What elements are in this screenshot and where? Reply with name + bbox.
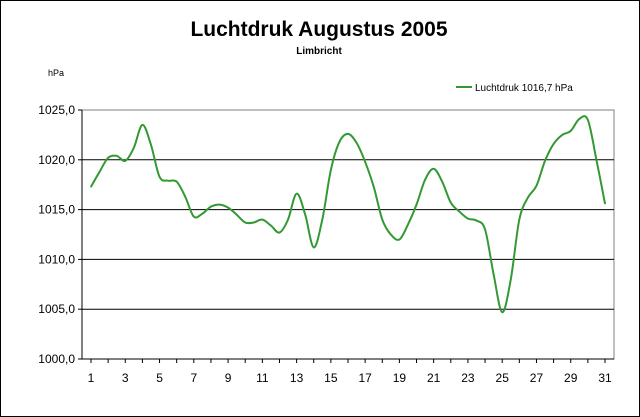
y-tick-label: 1025,0 — [38, 103, 75, 117]
data-point — [604, 202, 606, 205]
data-point — [390, 233, 392, 236]
data-point — [210, 205, 212, 208]
data-point — [287, 218, 289, 221]
data-point — [475, 219, 478, 222]
x-tick-label: 19 — [393, 371, 407, 385]
x-tick-label: 11 — [256, 371, 269, 385]
data-point — [193, 215, 195, 218]
data-point — [227, 206, 229, 209]
data-point — [98, 170, 101, 173]
data-point — [124, 159, 127, 162]
y-tick-label: 1020,0 — [38, 153, 75, 167]
data-point — [544, 159, 546, 162]
data-point — [338, 141, 341, 143]
data-point — [270, 224, 272, 227]
x-tick-label: 15 — [324, 371, 338, 385]
data-point — [347, 133, 349, 135]
x-tick-label: 17 — [358, 371, 372, 385]
data-point — [252, 221, 255, 224]
data-point — [304, 213, 306, 216]
data-point — [364, 160, 366, 163]
data-point — [552, 143, 555, 145]
series-layer — [90, 115, 606, 314]
data-point — [501, 311, 504, 313]
data-point — [133, 147, 135, 149]
data-point — [141, 124, 144, 126]
plot-area — [81, 109, 615, 360]
data-point — [415, 203, 418, 206]
data-point — [218, 203, 221, 206]
data-point — [561, 134, 563, 136]
x-tick-label: 23 — [461, 371, 475, 385]
chart-subtitle: Limbricht — [296, 46, 342, 57]
data-point — [424, 178, 426, 181]
data-point — [398, 238, 401, 241]
data-point — [175, 180, 178, 183]
data-point — [492, 273, 495, 276]
axes — [78, 109, 614, 363]
data-point — [441, 180, 444, 183]
x-tick-label: 27 — [530, 371, 544, 385]
data-point — [407, 223, 409, 226]
x-tick-label: 29 — [564, 371, 578, 385]
y-tick-label: 1005,0 — [38, 302, 75, 316]
data-point — [458, 210, 461, 213]
data-point — [467, 217, 469, 220]
data-point — [261, 218, 264, 221]
data-point — [372, 185, 375, 188]
data-point — [278, 231, 281, 234]
data-point — [381, 218, 384, 221]
y-tick-label: 1000,0 — [38, 352, 75, 366]
data-point — [595, 159, 598, 161]
data-point — [321, 218, 324, 221]
data-point — [295, 192, 298, 195]
legend-label: Luchtdruk 1016,7 hPa — [475, 83, 573, 94]
data-point — [450, 201, 452, 204]
x-tick-label: 9 — [225, 371, 232, 385]
data-point — [535, 184, 538, 187]
data-point — [201, 212, 204, 215]
x-tick-label: 5 — [156, 371, 163, 385]
x-tick-label: 25 — [496, 371, 510, 385]
data-point — [115, 155, 118, 157]
data-point — [167, 179, 169, 182]
data-point — [184, 195, 187, 198]
data-point — [107, 157, 109, 159]
data-point — [527, 196, 529, 199]
data-point — [244, 221, 246, 224]
y-tick-label: 1015,0 — [38, 203, 75, 217]
y-axis-unit-label: hPa — [48, 68, 64, 78]
x-tick-label: 31 — [598, 371, 612, 385]
data-point — [569, 130, 572, 132]
data-point — [509, 278, 512, 281]
data-point — [578, 118, 581, 120]
y-tick-labels: 1000,0 1005,0 1010,0 1015,0 1020,0 1025,0 — [38, 103, 75, 366]
data-point — [235, 213, 238, 216]
data-point — [150, 144, 152, 146]
data-point — [432, 167, 435, 170]
legend: Luchtdruk 1016,7 hPa — [456, 83, 573, 94]
data-point — [330, 168, 332, 171]
x-tick-label: 7 — [190, 371, 197, 385]
chart-title: Luchtdruk Augustus 2005 — [190, 18, 447, 41]
data-point — [587, 119, 589, 121]
data-point — [312, 246, 315, 249]
data-point — [518, 218, 521, 221]
y-tick-label: 1010,0 — [38, 252, 75, 266]
data-point — [158, 175, 161, 178]
x-tick-labels: 1 3 5 7 9 11 13 15 17 19 21 23 25 27 29 31 — [88, 371, 612, 385]
gridlines — [82, 159, 614, 310]
x-tick-label: 13 — [290, 371, 304, 385]
x-tick-label: 21 — [427, 371, 441, 385]
data-point — [484, 228, 486, 231]
x-tick-label: 3 — [122, 371, 129, 385]
data-point — [355, 142, 358, 144]
data-point — [90, 185, 92, 188]
x-tick-label: 1 — [88, 371, 95, 385]
